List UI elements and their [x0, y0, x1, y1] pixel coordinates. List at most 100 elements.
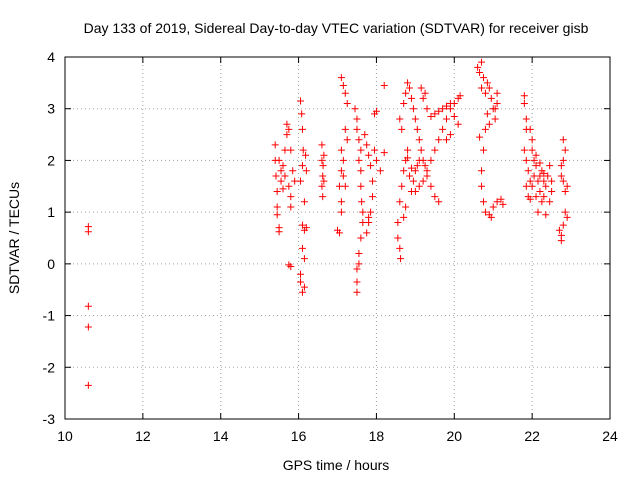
data-point: [542, 182, 550, 190]
data-point: [376, 167, 384, 175]
data-point: [402, 89, 410, 97]
data-point: [522, 182, 530, 190]
data-point: [555, 226, 563, 234]
data-point: [483, 79, 491, 87]
data-point: [297, 278, 305, 286]
data-point: [365, 151, 373, 159]
data-point: [404, 79, 412, 87]
data-point: [431, 193, 439, 201]
data-point: [398, 125, 406, 133]
data-point: [439, 125, 447, 133]
data-point: [396, 198, 404, 206]
data-point: [493, 89, 501, 97]
data-point: [355, 136, 363, 144]
data-point: [493, 100, 501, 108]
data-point: [298, 162, 306, 170]
data-point: [398, 182, 406, 190]
data-point: [548, 187, 556, 195]
data-point: [302, 167, 310, 175]
data-point: [337, 167, 345, 175]
data-point: [273, 211, 281, 219]
y-tick-label: -3: [43, 411, 56, 427]
data-point: [335, 229, 343, 237]
data-point: [481, 89, 489, 97]
data-point: [481, 208, 489, 216]
data-point: [544, 172, 552, 180]
data-point: [287, 203, 295, 211]
data-point: [402, 203, 410, 211]
grid-lines: [65, 57, 610, 419]
data-point: [302, 224, 310, 232]
data-point: [536, 159, 544, 167]
data-point: [318, 141, 326, 149]
data-point: [559, 221, 567, 229]
data-point: [478, 84, 486, 92]
y-tick-label: 2: [47, 152, 55, 168]
data-point: [300, 198, 308, 206]
data-point: [526, 177, 534, 185]
data-point: [297, 97, 305, 105]
data-point: [487, 213, 495, 221]
data-point: [446, 100, 454, 108]
data-point: [320, 151, 328, 159]
x-axis-label: GPS time / hours: [283, 457, 390, 473]
data-point: [431, 110, 439, 118]
data-point: [369, 193, 377, 201]
data-point: [417, 84, 425, 92]
data-point: [84, 323, 92, 331]
data-point: [337, 198, 345, 206]
y-tick-label: 0: [47, 256, 55, 272]
data-point: [479, 198, 487, 206]
data-point: [337, 208, 345, 216]
data-point: [413, 162, 421, 170]
data-points: [84, 58, 571, 389]
data-point: [419, 177, 427, 185]
data-point: [485, 120, 493, 128]
data-point: [559, 177, 567, 185]
data-point: [407, 164, 415, 172]
data-point: [283, 120, 291, 128]
data-point: [561, 208, 569, 216]
data-point: [273, 187, 281, 195]
data-point: [275, 156, 283, 164]
data-point: [353, 278, 361, 286]
data-point: [421, 89, 429, 97]
data-point: [396, 115, 404, 123]
data-point: [343, 100, 351, 108]
data-point: [302, 151, 310, 159]
data-point: [427, 156, 435, 164]
data-point: [411, 187, 419, 195]
data-point: [520, 100, 528, 108]
data-point: [532, 193, 540, 201]
data-point: [478, 167, 486, 175]
data-point: [561, 187, 569, 195]
data-point: [532, 162, 540, 170]
data-point: [561, 146, 569, 154]
x-tick-label: 20: [446, 428, 462, 444]
plot-frame: [64, 56, 611, 420]
data-point: [534, 208, 542, 216]
data-point: [520, 92, 528, 100]
data-point: [287, 193, 295, 201]
y-tick-label: -1: [43, 308, 56, 324]
data-point: [409, 105, 417, 113]
data-point: [400, 167, 408, 175]
data-point: [337, 74, 345, 82]
data-point: [367, 208, 375, 216]
data-point: [277, 167, 285, 175]
data-point: [439, 105, 447, 113]
y-axis-label: SDTVAR / TECUs: [6, 182, 22, 294]
data-point: [400, 213, 408, 221]
data-point: [355, 156, 363, 164]
data-point: [474, 63, 482, 71]
y-tick-label: 3: [47, 101, 55, 117]
data-point: [540, 177, 548, 185]
data-point: [415, 136, 423, 144]
data-point: [298, 288, 306, 296]
data-point: [563, 213, 571, 221]
data-point: [427, 112, 435, 120]
data-point: [435, 198, 443, 206]
data-point: [415, 182, 423, 190]
data-point: [435, 136, 443, 144]
